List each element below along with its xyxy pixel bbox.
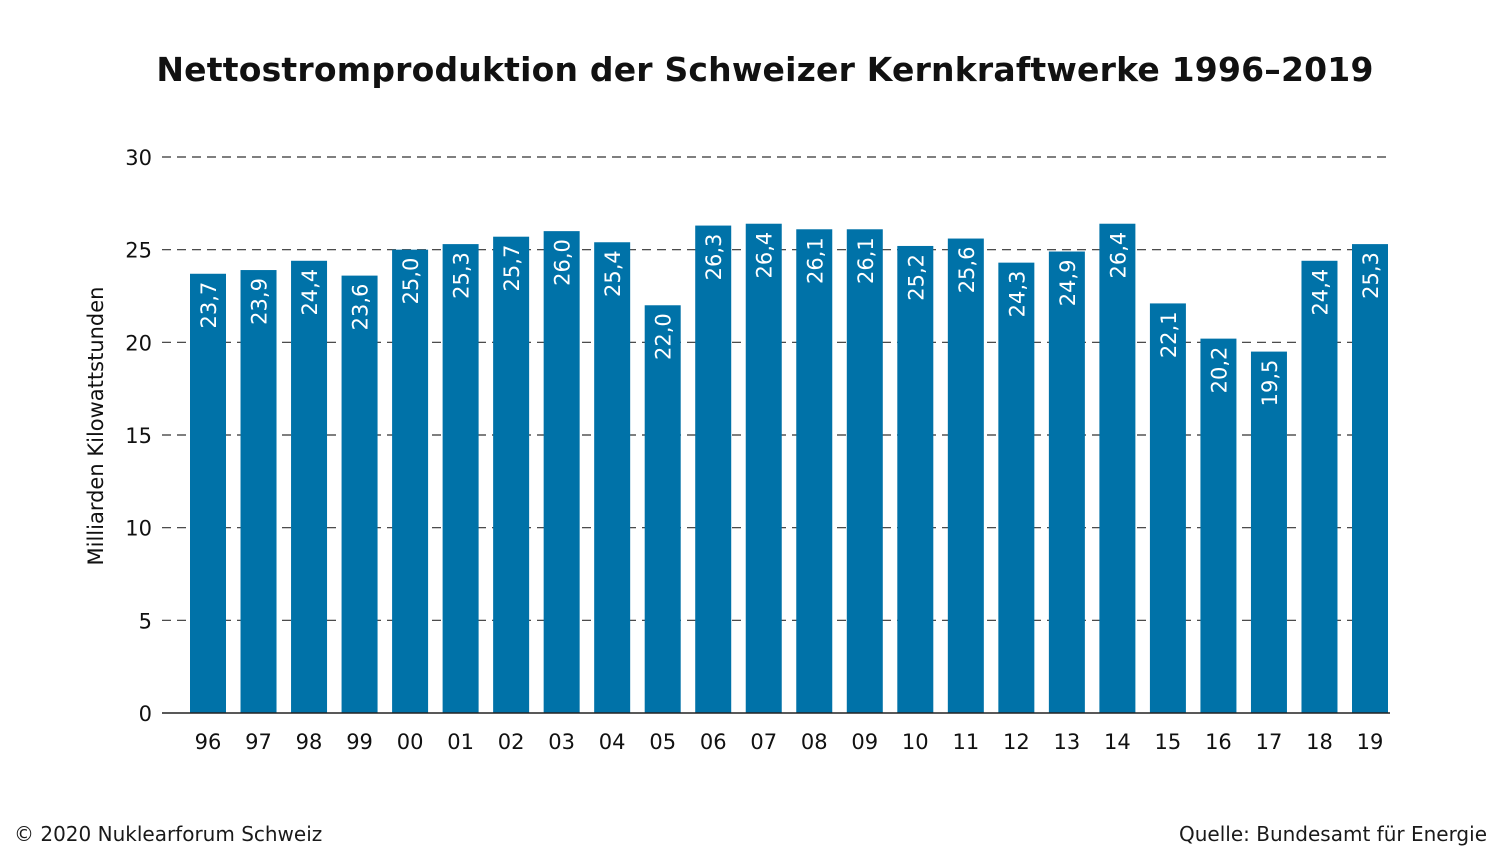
x-tick-label: 05: [649, 730, 676, 754]
value-label: 22,0: [652, 313, 676, 360]
x-tick-label: 00: [397, 730, 424, 754]
bar-16: [1200, 338, 1237, 713]
value-label: 24,4: [1308, 269, 1332, 316]
x-tick-label: 13: [1054, 730, 1081, 754]
bar-01: [442, 244, 479, 713]
value-label: 25,3: [1359, 252, 1383, 299]
value-label: 25,7: [500, 245, 524, 292]
value-label: 22,1: [1157, 311, 1181, 358]
x-tick-label: 14: [1104, 730, 1131, 754]
x-tick-label: 97: [245, 730, 272, 754]
bar-98: [291, 260, 328, 713]
y-axis-label: Milliarden Kilowattstunden: [84, 287, 108, 566]
bar-12: [998, 262, 1035, 713]
y-axis-ticks: 0 5 10 15 20 25 30: [125, 146, 152, 726]
value-label: 25,6: [955, 247, 979, 294]
x-tick-label: 15: [1155, 730, 1182, 754]
x-tick-label: 11: [952, 730, 979, 754]
value-label: 25,3: [450, 252, 474, 299]
value-label: 26,0: [551, 239, 575, 286]
x-axis-ticks: 96 97 98 99 00 01 02 03 04 05 06 07 08 09 10 11 12 13 14 15…: [195, 730, 1384, 754]
bar-19: [1352, 244, 1388, 713]
x-tick-label: 98: [296, 730, 323, 754]
value-label: 24,4: [298, 269, 322, 316]
x-tick-label: 01: [447, 730, 474, 754]
y-tick-label: 0: [139, 702, 152, 726]
value-label: 23,6: [349, 284, 373, 331]
value-label: 25,4: [601, 250, 625, 297]
x-tick-label: 17: [1256, 730, 1283, 754]
x-tick-label: 07: [750, 730, 777, 754]
chart-title: Nettostromproduktion der Schweizer Kernk…: [156, 50, 1374, 89]
x-tick-label: 04: [599, 730, 626, 754]
bar-13: [1048, 251, 1085, 713]
source-note: Quelle: Bundesamt für Energie: [1178, 822, 1487, 846]
x-tick-label: 96: [195, 730, 222, 754]
bar-17: [1250, 351, 1287, 713]
y-tick-label: 5: [139, 609, 152, 633]
y-tick-label: 10: [125, 517, 152, 541]
bars: [190, 223, 1388, 713]
bar-99: [341, 275, 378, 713]
x-tick-label: 16: [1205, 730, 1232, 754]
x-tick-label: 02: [498, 730, 525, 754]
value-label: 26,3: [702, 234, 726, 281]
bar-97: [240, 270, 277, 713]
bar-10: [897, 245, 934, 713]
bar-18: [1301, 260, 1338, 713]
value-label: 26,4: [1106, 232, 1130, 279]
x-tick-label: 18: [1306, 730, 1333, 754]
value-label: 20,2: [1207, 347, 1231, 394]
value-label: 23,9: [248, 278, 272, 325]
value-label: 19,5: [1258, 360, 1282, 407]
value-labels: 23,7 23,9 24,4 23,6 25,0 25,3 25,7 26,0 25,4 22,0…: [197, 232, 1383, 407]
value-label: 25,2: [904, 254, 928, 301]
bar-14: [1099, 223, 1136, 713]
bar-07: [745, 223, 782, 713]
y-tick-label: 25: [125, 239, 152, 263]
x-tick-label: 03: [548, 730, 575, 754]
bar-15: [1149, 303, 1186, 713]
bar-02: [493, 236, 530, 713]
y-tick-label: 15: [125, 424, 152, 448]
bar-08: [796, 229, 833, 713]
bar-11: [947, 238, 984, 713]
x-tick-label: 06: [700, 730, 727, 754]
bar-06: [695, 225, 732, 713]
value-label: 26,4: [753, 232, 777, 279]
x-tick-label: 08: [801, 730, 828, 754]
x-tick-label: 12: [1003, 730, 1030, 754]
value-label: 24,9: [1056, 260, 1080, 307]
bar-96: [190, 273, 226, 713]
x-tick-label: 09: [851, 730, 878, 754]
x-tick-label: 10: [902, 730, 929, 754]
x-tick-label: 99: [346, 730, 373, 754]
bar-09: [846, 229, 883, 713]
y-tick-label: 20: [125, 331, 152, 355]
value-label: 26,1: [854, 237, 878, 284]
bar-05: [644, 305, 681, 713]
bar-04: [594, 242, 631, 713]
y-tick-label: 30: [125, 146, 152, 170]
value-label: 24,3: [1005, 271, 1029, 318]
value-label: 26,1: [803, 237, 827, 284]
copyright-note: © 2020 Nuklearforum Schweiz: [14, 822, 323, 846]
value-label: 23,7: [197, 282, 221, 329]
x-tick-label: 19: [1357, 730, 1384, 754]
value-label: 25,0: [399, 258, 423, 305]
bar-00: [392, 249, 429, 713]
bar-03: [543, 231, 580, 713]
